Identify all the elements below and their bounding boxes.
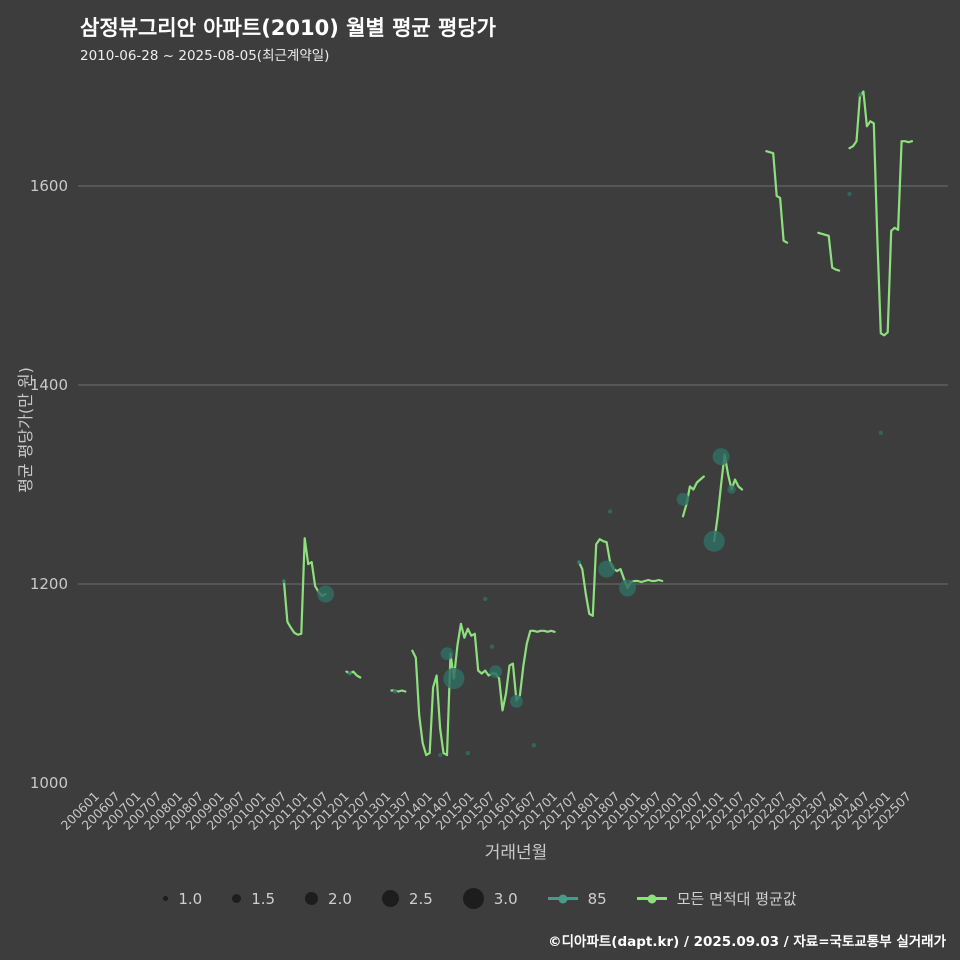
line-marker-icon xyxy=(547,894,578,903)
legend-size-4: 2.5 xyxy=(381,889,433,908)
bubble-point xyxy=(489,644,495,649)
bubble-point xyxy=(510,695,523,708)
bubble-size-icon xyxy=(232,894,242,903)
bubble-point xyxy=(607,509,613,514)
bubble-point xyxy=(347,671,352,676)
bubble-size-icon xyxy=(305,892,319,905)
legend-size-1: 1.0 xyxy=(163,890,202,908)
legend-size-label: 1.0 xyxy=(178,889,203,908)
bubble-point xyxy=(847,191,852,197)
legend-size-label: 1.5 xyxy=(251,889,276,908)
y-tick-label: 1600 xyxy=(30,177,68,195)
legend-size-3: 2.0 xyxy=(305,890,352,908)
legend-size-label: 3.0 xyxy=(493,889,518,908)
source-credit: ©디아파트(dapt.kr) / 2025.09.03 / 자료=국토교통부 실… xyxy=(548,934,946,950)
bubble-point xyxy=(465,750,470,756)
bubble-point xyxy=(489,665,502,678)
legend-size-5: 3.0 xyxy=(462,888,518,909)
bubble-point xyxy=(317,585,335,603)
legend-series-label: 모든 면적대 평균값 xyxy=(676,890,797,908)
average-price-line xyxy=(765,150,789,244)
bubble-point xyxy=(676,493,690,506)
y-tick-label: 1400 xyxy=(30,376,68,394)
bubble-point xyxy=(392,689,398,694)
average-price-line xyxy=(577,538,664,617)
page-title: 삼정뷰그리안 아파트(2010) 월별 평균 평당가 xyxy=(80,16,497,40)
bubble-point xyxy=(440,647,454,660)
bubble-point xyxy=(712,448,730,466)
page-subtitle: 2010-06-28 ~ 2025-08-05(최근계약일) xyxy=(80,48,330,64)
average-price-line xyxy=(282,537,327,636)
average-price-line xyxy=(411,622,556,757)
bubble-point xyxy=(619,579,636,597)
legend-series-85[interactable]: 85 xyxy=(547,889,607,908)
legend-series-average[interactable]: 모든 면적대 평균값 xyxy=(636,888,797,909)
x-axis-title: 거래년월 xyxy=(484,843,548,863)
y-tick-label: 1000 xyxy=(30,774,68,792)
y-tick-label: 1200 xyxy=(30,575,68,593)
bubble-point xyxy=(878,430,883,435)
bubble-point xyxy=(598,560,616,578)
bubble-point xyxy=(727,485,736,494)
legend-series-label: 85 xyxy=(587,889,607,908)
bubble-point xyxy=(703,530,725,552)
bubble-point xyxy=(437,752,443,758)
bubble-point xyxy=(483,596,488,602)
legend: 1.0 1.5 2.0 2.5 3.0 85 모든 면적대 평균값 xyxy=(0,888,960,909)
bubble-point xyxy=(443,667,465,690)
average-price-line xyxy=(817,231,841,272)
legend-size-label: 2.0 xyxy=(328,889,352,908)
average-price-line xyxy=(848,90,914,337)
bubble-point xyxy=(281,578,287,584)
legend-size-label: 2.5 xyxy=(408,889,433,908)
bubble-point xyxy=(857,92,863,97)
bubble-size-icon xyxy=(381,890,399,907)
line-marker-icon xyxy=(636,894,667,903)
bubble-size-icon xyxy=(163,896,169,901)
bubble-point xyxy=(576,559,582,565)
bubble-size-icon xyxy=(462,888,484,909)
chart-canvas: 1000120014001600200601200607200701200707… xyxy=(30,90,948,833)
bubble-point xyxy=(531,743,536,748)
legend-size-2: 1.5 xyxy=(232,890,275,908)
average-price-line xyxy=(713,453,744,543)
